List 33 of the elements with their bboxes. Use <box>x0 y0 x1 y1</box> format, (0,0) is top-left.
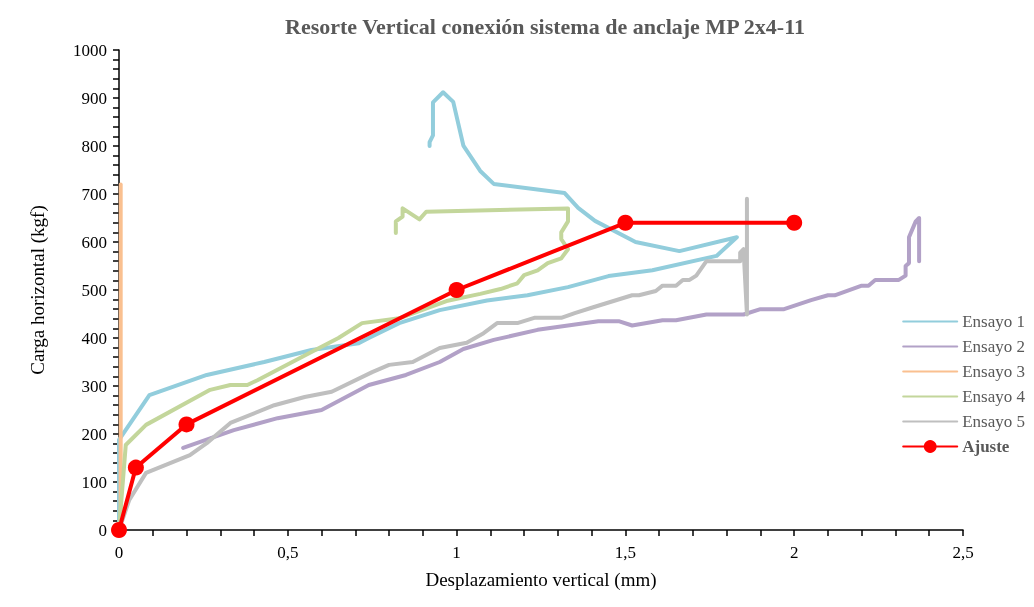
legend-label: Ensayo 1 <box>962 312 1025 331</box>
point <box>617 214 634 231</box>
y-tick-label: 900 <box>81 88 107 108</box>
point <box>448 282 465 298</box>
point <box>786 214 803 231</box>
y-tick-label: 800 <box>81 136 107 156</box>
y-axis-title: Carga horizontal (kgf) <box>27 205 49 375</box>
y-tick-label: 500 <box>81 280 107 300</box>
y-tick-label: 1000 <box>73 40 107 60</box>
y-tick-label: 400 <box>81 328 107 348</box>
y-tick-label: 200 <box>81 424 107 444</box>
x-tick-label: 0 <box>114 543 124 562</box>
x-axis-title: Desplazamiento vertical (mm) <box>425 569 657 591</box>
legend-label: Ensayo 2 <box>962 337 1025 356</box>
line-series <box>181 216 922 450</box>
point <box>127 459 144 476</box>
point <box>178 416 195 433</box>
legend-label: Ensayo 3 <box>962 362 1025 381</box>
legend-label: Ajuste <box>962 437 1010 456</box>
legend-label: Ensayo 5 <box>962 412 1025 431</box>
y-tick-label: 300 <box>81 376 107 396</box>
y-tick-label: 600 <box>81 232 107 252</box>
x-tick-label: 0,5 <box>277 543 299 562</box>
y-tick-label: 100 <box>81 472 107 492</box>
x-tick-label: 1,5 <box>614 543 637 562</box>
y-tick-label: 0 <box>98 520 107 540</box>
x-tick-label: 2,5 <box>952 543 974 562</box>
legend-label: Ensayo 4 <box>962 387 1026 406</box>
point <box>111 522 127 538</box>
y-tick-label: 700 <box>81 184 107 204</box>
chart-title: Resorte Vertical conexión sistema de anclaje MP 2x4-11 <box>285 13 805 39</box>
x-tick-label: 2 <box>789 543 799 562</box>
x-tick-label: 1 <box>452 543 461 562</box>
